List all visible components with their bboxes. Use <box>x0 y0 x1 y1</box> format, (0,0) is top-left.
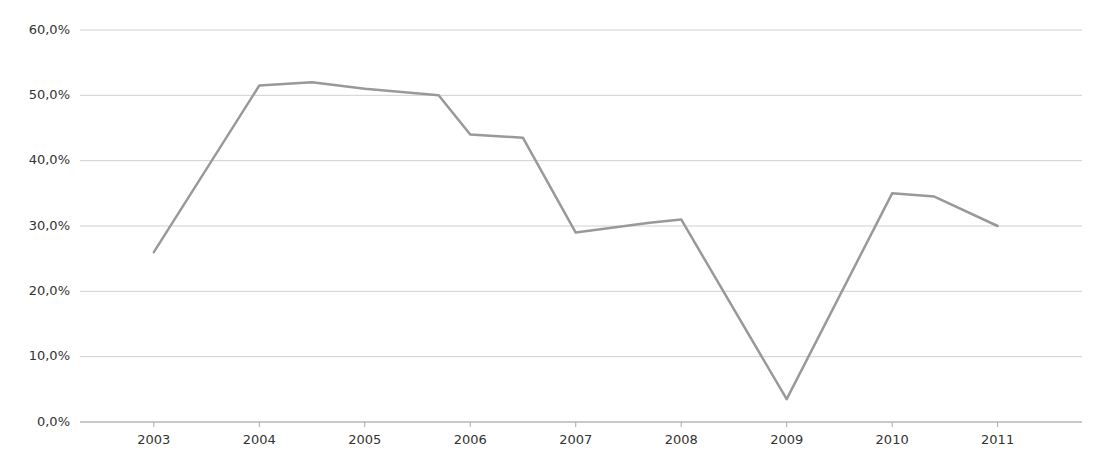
x-tick-label: 2009 <box>770 432 803 447</box>
grid-line <box>80 160 1082 161</box>
x-tick-label: 2005 <box>348 432 381 447</box>
x-tick-mark <box>892 422 893 427</box>
x-tick-mark <box>786 422 787 427</box>
grid-line <box>80 422 1082 423</box>
x-tick-mark <box>470 422 471 427</box>
x-tick-mark <box>997 422 998 427</box>
x-tick-label: 2008 <box>665 432 698 447</box>
grid-line <box>80 356 1082 357</box>
x-tick-label: 2011 <box>981 432 1014 447</box>
x-tick-mark <box>575 422 576 427</box>
chart-container: 0,0% 10,0% 20,0% 30,0% 40,0% 50,0% 60,0% 2003 20… <box>0 0 1106 474</box>
grid-line <box>80 226 1082 227</box>
grid-line <box>80 95 1082 96</box>
x-tick-label: 2003 <box>137 432 170 447</box>
x-tick-mark <box>364 422 365 427</box>
y-tick-label: 60,0% <box>29 22 70 37</box>
x-tick-label: 2004 <box>243 432 276 447</box>
y-tick-label: 20,0% <box>29 283 70 298</box>
y-tick-label: 10,0% <box>29 348 70 363</box>
x-tick-label: 2006 <box>454 432 487 447</box>
y-tick-label: 30,0% <box>29 218 70 233</box>
y-tick-label: 0,0% <box>37 414 70 429</box>
plot-area <box>154 82 998 399</box>
x-tick-mark <box>153 422 154 427</box>
grid-line <box>80 291 1082 292</box>
x-tick-mark <box>681 422 682 427</box>
y-tick-label: 50,0% <box>29 87 70 102</box>
x-tick-label: 2007 <box>559 432 592 447</box>
axes: 0,0% 10,0% 20,0% 30,0% 40,0% 50,0% 60,0% 2003 20… <box>29 22 1082 448</box>
chart: 0,0% 10,0% 20,0% 30,0% 40,0% 50,0% 60,0% 2003 20… <box>0 0 1106 474</box>
x-axis-line <box>80 422 1082 423</box>
grid <box>80 30 1082 422</box>
y-tick-label: 40,0% <box>29 152 70 167</box>
x-tick-mark <box>259 422 260 427</box>
grid-line <box>80 30 1082 31</box>
x-tick-label: 2010 <box>876 432 909 447</box>
data-line <box>154 82 998 399</box>
